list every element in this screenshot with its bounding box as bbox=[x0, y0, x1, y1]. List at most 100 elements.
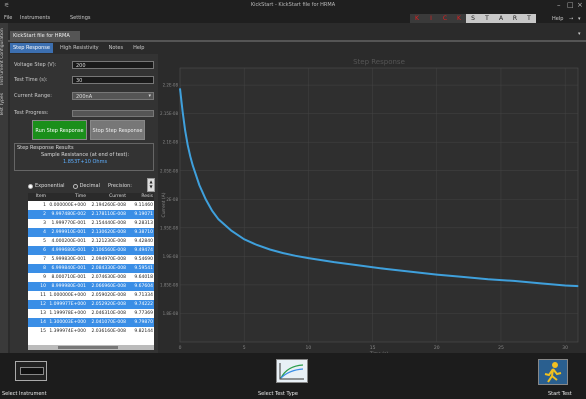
banner-letter: R bbox=[508, 14, 522, 23]
table-cell: 9.67604 bbox=[134, 284, 153, 289]
table-header: Item Time Current Resis bbox=[28, 193, 154, 201]
table-cell: 9.42840 bbox=[134, 239, 153, 244]
tab-help[interactable]: Help bbox=[133, 45, 145, 51]
subtab-bar: Step Response High Resistivity Notes Hel… bbox=[10, 43, 147, 53]
table-cell: 10 bbox=[40, 284, 46, 289]
exponential-radio[interactable]: Exponential bbox=[28, 183, 65, 189]
table-row[interactable]: 10 8.999980E-001 2.066960E-008 9.67604 bbox=[28, 282, 154, 291]
column-header[interactable]: Current bbox=[109, 194, 126, 199]
table-cell: 9.49474 bbox=[134, 248, 153, 253]
table-row[interactable]: 8 6.999840E-001 2.084330E-008 9.59541 bbox=[28, 264, 154, 273]
tab-high-resistivity[interactable]: High Resistivity bbox=[60, 45, 99, 51]
table-cell: 7 bbox=[43, 257, 46, 262]
table-cell: 2.094970E-008 bbox=[91, 257, 126, 262]
table-cell: 9.77369 bbox=[134, 311, 153, 316]
table-horizontal-scrollbar[interactable] bbox=[28, 345, 154, 350]
close-icon[interactable]: × bbox=[577, 1, 583, 9]
banner-letter: A bbox=[494, 14, 508, 23]
table-cell: 1.999770E-001 bbox=[51, 221, 86, 226]
banner-letter: S bbox=[466, 14, 480, 23]
column-header[interactable]: Item bbox=[35, 194, 46, 199]
y-tick-label: 1.85E-08 bbox=[160, 282, 178, 287]
y-tick-label: 1.9E-08 bbox=[163, 254, 179, 259]
x-tick-label: 30 bbox=[562, 345, 568, 351]
data-point bbox=[577, 285, 579, 287]
table-cell: 2.999910E-001 bbox=[51, 230, 86, 235]
table-row[interactable]: 5 4.000200E-001 2.121230E-008 9.42840 bbox=[28, 237, 154, 246]
decimal-label: Decimal bbox=[79, 183, 100, 189]
y-tick-label: 2.2E-08 bbox=[163, 83, 179, 88]
chevron-down-icon[interactable]: ▾ bbox=[578, 16, 581, 22]
table-row[interactable]: 12 1.099977E+000 2.052920E-008 9.74222 bbox=[28, 300, 154, 309]
decimal-radio[interactable]: Decimal bbox=[72, 183, 100, 189]
tab-step-response[interactable]: Step Response bbox=[10, 43, 53, 53]
start-test-label[interactable]: Start Test bbox=[548, 391, 572, 397]
table-row[interactable]: 14 1.300003E+000 2.041070E-008 9.79870 bbox=[28, 318, 154, 327]
table-row[interactable]: 6 4.999680E-001 2.106560E-008 9.49474 bbox=[28, 246, 154, 255]
voltage-step-input[interactable]: 200 bbox=[72, 61, 154, 69]
table-row[interactable]: 9 8.000710E-001 2.074630E-008 9.64018 bbox=[28, 273, 154, 282]
table-cell: 1.399974E+000 bbox=[49, 329, 86, 334]
table-cell: 1.000000E+000 bbox=[49, 293, 86, 298]
table-row[interactable]: 11 1.000000E+000 2.059020E-008 9.71334 bbox=[28, 291, 154, 300]
table-row[interactable]: 13 1.199978E+000 2.046310E-008 9.77369 bbox=[28, 309, 154, 318]
table-row[interactable]: 1 0.000000E+000 2.194260E-008 9.11460 bbox=[28, 201, 154, 210]
tab-test-types[interactable]: Test Types bbox=[0, 93, 5, 117]
table-cell: 1.300003E+000 bbox=[49, 320, 86, 325]
table-cell: 9.997480E-002 bbox=[51, 212, 86, 217]
select-instrument-icon[interactable] bbox=[15, 361, 47, 381]
table-cell: 0.000000E+000 bbox=[49, 203, 86, 208]
table-cell: 9.79870 bbox=[134, 320, 153, 325]
table-cell: 2 bbox=[43, 212, 46, 217]
start-test-icon[interactable] bbox=[538, 359, 568, 385]
select-instrument-label[interactable]: Select Instrument bbox=[2, 391, 47, 397]
data-point bbox=[211, 210, 213, 212]
menu-file[interactable]: File bbox=[4, 15, 13, 21]
tab-instrument-configuration[interactable]: Instrument Configuration bbox=[0, 28, 5, 86]
run-step-response-button[interactable]: Run Step Response bbox=[32, 120, 87, 140]
pin-icon[interactable]: → bbox=[569, 16, 574, 22]
data-point bbox=[192, 165, 194, 167]
data-point bbox=[243, 238, 245, 240]
select-test-type-icon[interactable] bbox=[276, 359, 308, 383]
data-point bbox=[436, 274, 438, 276]
data-point bbox=[384, 268, 387, 270]
table-cell: 4.999680E-001 bbox=[51, 248, 86, 253]
tab-notes[interactable]: Notes bbox=[108, 45, 124, 51]
data-point bbox=[333, 261, 335, 263]
window-title: KickStart - KickStart file for HRMA bbox=[250, 2, 336, 8]
table-row[interactable]: 3 1.999770E-001 2.154440E-008 9.28313 bbox=[28, 219, 154, 228]
maximize-icon[interactable]: □ bbox=[567, 1, 574, 9]
column-header[interactable]: Resis bbox=[141, 194, 153, 199]
precision-stepper[interactable]: ▲ ▼ bbox=[147, 178, 155, 192]
table-cell: 2.178110E-008 bbox=[91, 212, 126, 217]
menu-help[interactable]: Help bbox=[552, 16, 564, 22]
table-cell: 2.074630E-008 bbox=[91, 275, 126, 280]
column-header[interactable]: Time bbox=[74, 194, 86, 199]
table-row[interactable]: 4 2.999910E-001 2.130620E-008 9.38710 bbox=[28, 228, 154, 237]
stop-step-response-button[interactable]: Stop Step Response bbox=[90, 120, 145, 140]
data-table[interactable]: Item Time Current Resis 1 0.000000E+000 2.… bbox=[28, 193, 154, 345]
table-row[interactable]: 7 5.999830E-001 2.094970E-008 9.54690 bbox=[28, 255, 154, 264]
table-cell: 4 bbox=[43, 230, 46, 235]
table-cell: 9.19071 bbox=[134, 212, 153, 217]
table-cell: 9.82144 bbox=[134, 329, 153, 334]
test-time-input[interactable]: 30 bbox=[72, 76, 154, 84]
table-cell: 6 bbox=[43, 248, 46, 253]
chevron-down-icon[interactable]: ▾ bbox=[578, 31, 581, 37]
test-progress-label: Test Progress: bbox=[14, 110, 49, 116]
table-cell: 4.000200E-001 bbox=[51, 239, 86, 244]
minimize-icon[interactable]: – bbox=[557, 1, 561, 9]
menu-settings[interactable]: Settings bbox=[70, 15, 91, 21]
table-cell: 9.38710 bbox=[134, 230, 153, 235]
table-row[interactable]: 15 1.399974E+000 2.036160E-008 9.82144 bbox=[28, 327, 154, 336]
document-tab[interactable]: KickStart file for HRMA bbox=[10, 31, 80, 40]
data-point bbox=[282, 252, 284, 254]
select-test-type-label[interactable]: Select Test Type bbox=[258, 391, 298, 397]
current-range-label: Current Range: bbox=[14, 93, 52, 99]
table-cell: 2.084330E-008 bbox=[91, 266, 126, 271]
table-row[interactable]: 2 9.997480E-002 2.178110E-008 9.19071 bbox=[28, 210, 154, 219]
menu-instruments[interactable]: Instruments bbox=[20, 15, 51, 21]
scrollbar-thumb[interactable] bbox=[58, 346, 118, 349]
current-range-select[interactable]: 200nA ▾ bbox=[72, 92, 154, 100]
